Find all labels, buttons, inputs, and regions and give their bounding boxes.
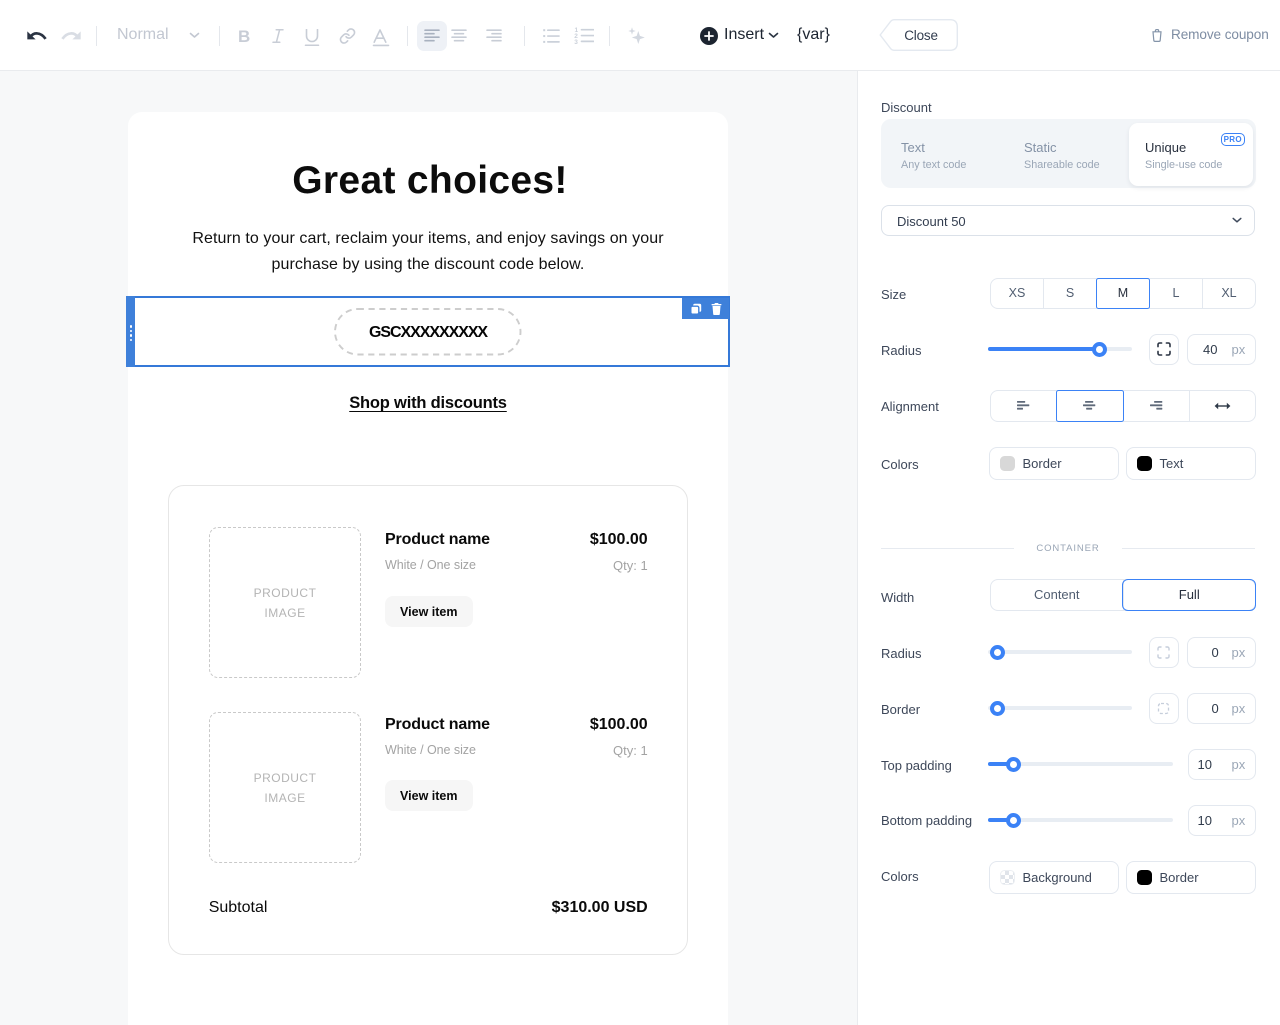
svg-text:2: 2 [574, 33, 578, 40]
svg-text:3: 3 [574, 39, 578, 44]
svg-text:1: 1 [575, 27, 579, 34]
